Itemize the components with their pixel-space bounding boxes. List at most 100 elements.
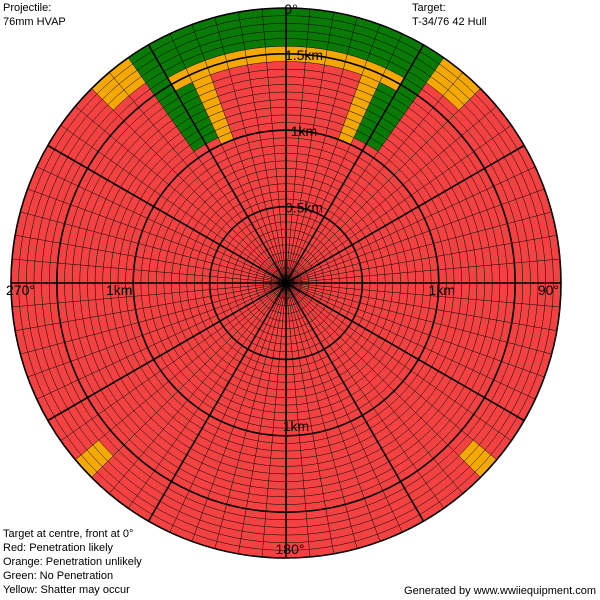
- cell: [98, 435, 119, 456]
- cell: [309, 187, 320, 197]
- cell: [315, 445, 332, 457]
- cell: [187, 394, 203, 409]
- cell: [322, 271, 332, 277]
- cell: [289, 328, 296, 337]
- cell: [439, 487, 463, 509]
- cell: [123, 155, 140, 174]
- cell: [189, 67, 211, 83]
- cell: [186, 274, 195, 283]
- cell: [241, 397, 255, 409]
- cell: [252, 401, 265, 411]
- cell: [424, 198, 439, 216]
- cell: [254, 393, 267, 404]
- cell: [379, 308, 390, 320]
- cell: [377, 433, 396, 449]
- cell: [160, 184, 175, 200]
- cell: [116, 222, 129, 240]
- cell: [286, 458, 302, 467]
- cell: [431, 354, 446, 371]
- cell: [264, 526, 286, 536]
- cell: [372, 191, 386, 205]
- cell: [269, 293, 277, 301]
- cell: [242, 263, 252, 270]
- cell: [432, 155, 449, 174]
- cell: [166, 347, 180, 362]
- cell: [274, 319, 280, 329]
- cell: [123, 439, 144, 459]
- cell: [160, 366, 175, 382]
- cell: [481, 300, 492, 319]
- cell: [286, 404, 298, 413]
- cell: [133, 89, 155, 108]
- cell: [362, 214, 374, 227]
- cell: [321, 329, 331, 340]
- cell: [315, 390, 328, 402]
- cell: [182, 246, 193, 258]
- cell: [126, 255, 136, 270]
- legend-item: Red: Penetration likely: [3, 542, 114, 554]
- cell: [327, 160, 341, 173]
- cell: [257, 290, 266, 296]
- cell: [467, 418, 487, 441]
- cell: [479, 142, 498, 165]
- cell: [522, 325, 535, 349]
- cell: [324, 283, 332, 287]
- cell: [399, 164, 415, 180]
- cell: [66, 431, 88, 455]
- cell: [374, 171, 389, 186]
- cell: [75, 454, 97, 478]
- cell: [27, 237, 38, 262]
- cell: [521, 371, 538, 396]
- cell: [11, 283, 20, 307]
- cell: [269, 92, 286, 101]
- cell: [412, 58, 435, 77]
- cell: [276, 389, 286, 398]
- cell: [465, 332, 478, 351]
- cell: [411, 206, 425, 222]
- cell: [386, 310, 397, 323]
- cell: [507, 221, 520, 244]
- cell: [120, 239, 132, 256]
- cell: [356, 376, 370, 390]
- cell: [414, 379, 430, 396]
- cell: [381, 255, 392, 266]
- cell: [307, 302, 316, 311]
- cell: [232, 273, 241, 280]
- cell: [366, 102, 386, 118]
- cell: [239, 252, 249, 261]
- cell: [453, 110, 474, 131]
- cell: [205, 498, 227, 512]
- cell: [379, 212, 392, 226]
- cell: [87, 445, 108, 467]
- cell: [451, 363, 467, 383]
- cell: [87, 283, 96, 301]
- cell: [304, 170, 316, 180]
- cell: [228, 120, 245, 133]
- cell: [280, 336, 286, 345]
- cell: [327, 433, 344, 446]
- cell: [342, 195, 355, 207]
- cell: [307, 523, 330, 535]
- cell: [364, 183, 378, 197]
- cell: [515, 196, 530, 220]
- cell: [254, 162, 267, 173]
- cell: [352, 294, 362, 303]
- cell: [163, 228, 176, 242]
- cell: [421, 142, 439, 161]
- major-bearing-line: [285, 144, 525, 284]
- target-label: Target:: [412, 2, 446, 14]
- cell: [70, 186, 86, 208]
- cell: [477, 376, 494, 398]
- cell: [286, 15, 310, 25]
- cell: [257, 270, 266, 276]
- cell: [376, 290, 385, 301]
- cell: [410, 153, 427, 171]
- cell: [135, 335, 148, 351]
- cell: [408, 101, 429, 120]
- cell: [231, 393, 245, 406]
- cell: [271, 114, 286, 124]
- cell: [353, 463, 374, 477]
- cell: [119, 191, 134, 209]
- cell: [92, 370, 108, 390]
- cell: [197, 32, 221, 47]
